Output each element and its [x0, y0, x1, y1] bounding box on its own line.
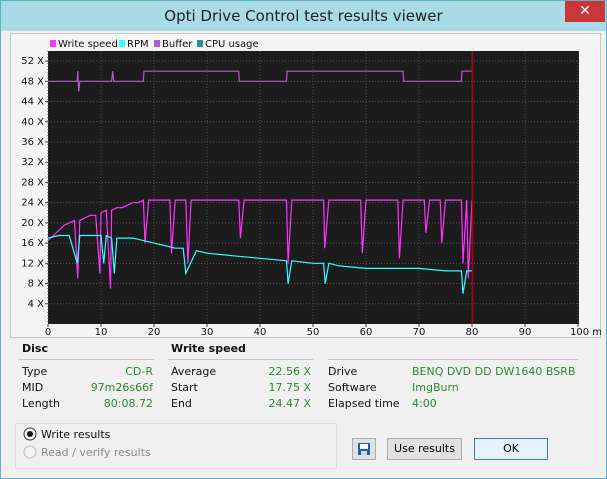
x-tick-label: 0	[45, 327, 51, 338]
info-label: Start	[171, 381, 198, 394]
series-line	[48, 70, 472, 92]
legend-label: Buffer	[162, 39, 193, 50]
info-value: 80:08.72	[103, 397, 153, 410]
x-tick-label: 30	[201, 327, 214, 338]
info-value: CD-R	[125, 365, 153, 378]
y-tick-label: 32 X	[21, 157, 44, 168]
y-tick-label: 40 X	[21, 117, 44, 128]
separator	[168, 359, 313, 360]
radio-label: Write results	[41, 428, 111, 441]
radio-checked[interactable]	[23, 427, 37, 441]
info-value: 97m26s66f	[90, 381, 153, 394]
info-value: 24.47 X	[268, 397, 311, 410]
radio-disabled	[23, 445, 37, 459]
legend-label: Write speed	[58, 39, 118, 50]
x-tick-label: 20	[148, 327, 161, 338]
window-title: Opti Drive Control test results viewer	[164, 7, 443, 25]
close-button[interactable]: ✕	[565, 1, 605, 22]
legend-swatch	[197, 40, 203, 47]
separator	[328, 359, 578, 360]
plot-area	[48, 51, 579, 324]
x-tick-label: 40	[254, 327, 267, 338]
y-tick-label: 12 X	[21, 258, 44, 269]
y-tick-label: 4 X	[28, 299, 45, 310]
legend-label: CPU usage	[205, 39, 259, 50]
info-label: Length	[22, 397, 60, 410]
y-tick-label: 20 X	[21, 218, 44, 229]
option-group	[15, 423, 337, 469]
info-label: Software	[328, 381, 377, 394]
series-line	[47, 199, 473, 289]
y-tick-label: 48 X	[21, 76, 44, 87]
info-value: ImgBurn	[412, 381, 459, 394]
x-tick-label: 100 min	[570, 327, 601, 338]
info-label: Average	[171, 365, 217, 378]
info-value: BENQ DVD DD DW1640 BSRB	[412, 365, 576, 378]
chart: 4 X 8 X 12 X 16 X 20 X 24 X 28 X 32 X 36 X 40 X 44…	[10, 33, 601, 338]
legend-swatch	[50, 40, 56, 47]
info-label: End	[171, 397, 192, 410]
info-label: Drive	[328, 365, 358, 378]
info-value: 17.75 X	[268, 381, 311, 394]
disc-heading: Disc	[22, 342, 48, 355]
write-speed-heading: Write speed	[171, 342, 246, 355]
y-tick-label: 36 X	[21, 137, 44, 148]
x-tick-label: 90	[519, 327, 532, 338]
legend-swatch	[119, 40, 125, 47]
separator	[19, 359, 154, 360]
y-tick-label: 16 X	[21, 238, 44, 249]
y-tick-label: 44 X	[21, 97, 44, 108]
info-label: MID	[22, 381, 44, 394]
use-results-button[interactable]: Use results	[387, 438, 462, 460]
save-button[interactable]	[352, 438, 376, 460]
legend-label: RPM	[127, 39, 149, 50]
title-bar: Opti Drive Control test results viewer ✕	[1, 1, 606, 31]
series-line	[47, 234, 472, 294]
info-value: 22.56 X	[268, 365, 311, 378]
x-tick-label: 70	[413, 327, 426, 338]
y-tick-label: 24 X	[21, 198, 44, 209]
info-value: 4:00	[412, 397, 437, 410]
x-tick-label: 50	[307, 327, 320, 338]
x-tick-label: 10	[95, 327, 108, 338]
ok-button[interactable]: OK	[474, 438, 548, 460]
radio-label: Read / verify results	[41, 446, 151, 459]
x-tick-label: 60	[360, 327, 373, 338]
info-label: Type	[22, 365, 48, 378]
legend-swatch	[154, 40, 160, 47]
y-tick-label: 8 X	[28, 279, 45, 290]
y-tick-label: 28 X	[21, 177, 44, 188]
info-label: Elapsed time	[328, 397, 400, 410]
x-tick-label: 80	[466, 327, 479, 338]
y-tick-label: 52 X	[21, 56, 44, 67]
save-icon	[358, 443, 370, 455]
